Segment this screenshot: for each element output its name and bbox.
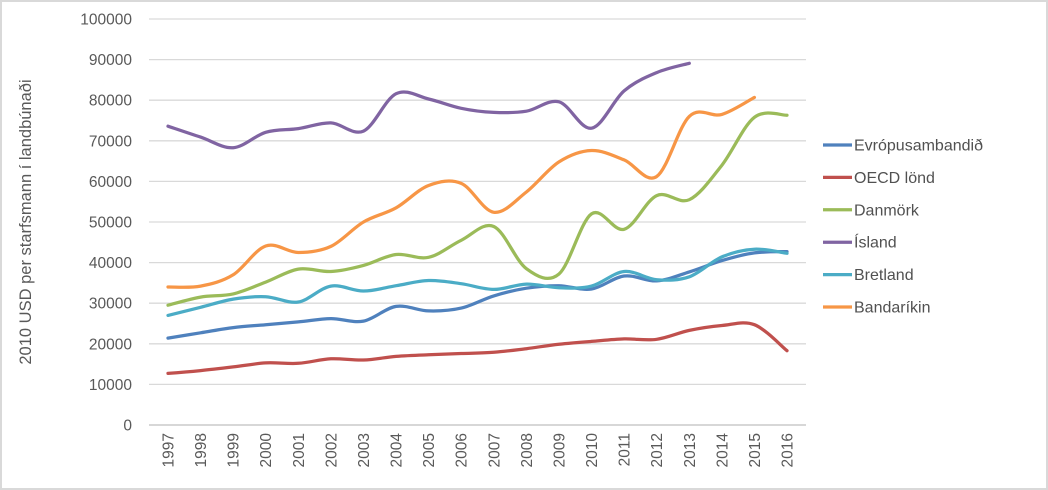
x-tick-label: 2012	[649, 433, 666, 467]
legend-label: Danmörk	[854, 202, 920, 219]
y-tick-label: 90000	[89, 52, 132, 69]
series-line-oecd-lönd	[166, 321, 789, 376]
series-line-bretland	[166, 247, 789, 318]
series-line-bandaríkin	[166, 95, 757, 289]
x-tick-label: 1998	[193, 433, 210, 467]
x-tick-label: 2008	[519, 433, 536, 467]
x-tick-label: 2005	[421, 433, 438, 467]
x-axis-tick-labels: 1997 1998 1999 2000 2001 2002 2003 2004 2005 2006…	[161, 433, 797, 468]
legend-label: Ísland	[854, 233, 897, 252]
legend-label: Bandaríkin	[854, 300, 931, 317]
x-tick-label: 2016	[780, 433, 797, 467]
legend-label: Bretland	[854, 267, 914, 284]
y-axis-title: 2010 USD per starfsmann í landbúnaði	[17, 79, 35, 364]
legend-item: Danmörk	[823, 202, 920, 219]
x-tick-label: 2010	[584, 433, 601, 468]
x-tick-label: 1997	[161, 433, 178, 467]
x-tick-label: 2014	[714, 433, 731, 468]
legend-item: Evrópusambandið	[823, 138, 983, 155]
y-tick-label: 30000	[89, 296, 132, 313]
y-tick-label: 100000	[80, 12, 132, 29]
x-tick-label: 2007	[486, 433, 503, 467]
x-tick-label: 2004	[389, 433, 406, 468]
legend-item: Bandaríkin	[823, 300, 931, 317]
x-tick-label: 2002	[323, 433, 340, 467]
legend-item: Ísland	[823, 233, 897, 252]
x-tick-label: 2001	[291, 433, 308, 467]
y-axis-tick-labels: 0 10000 20000 30000 40000 50000 60000 70000 8000…	[80, 12, 132, 435]
gridlines	[149, 18, 806, 426]
legend-label: Evrópusambandið	[854, 138, 983, 155]
legend-item: Bretland	[823, 267, 914, 284]
series-line-danmörk	[166, 111, 789, 307]
series-lines	[166, 61, 789, 376]
y-tick-label: 50000	[89, 215, 132, 232]
series-line-ísland	[166, 61, 691, 150]
legend-item: OECD lönd	[823, 170, 935, 187]
y-tick-label: 80000	[89, 93, 132, 110]
legend-label: OECD lönd	[854, 170, 935, 187]
x-tick-label: 2011	[617, 433, 634, 466]
y-tick-label: 10000	[89, 377, 132, 394]
y-tick-label: 70000	[89, 133, 132, 150]
x-tick-label: 1999	[226, 433, 243, 467]
legend: Evrópusambandið OECD lönd Danmörk Ísland Bre…	[823, 138, 983, 317]
x-tick-label: 2013	[682, 433, 699, 467]
series-line-evrópusambandið	[166, 249, 789, 340]
x-tick-label: 2006	[454, 433, 471, 467]
x-tick-label: 2000	[258, 433, 275, 468]
y-tick-label: 0	[123, 418, 132, 435]
x-tick-label: 2009	[551, 433, 568, 467]
x-tick-label: 2015	[747, 433, 764, 467]
y-tick-label: 20000	[89, 336, 132, 353]
y-tick-label: 40000	[89, 255, 132, 272]
y-tick-label: 60000	[89, 174, 132, 191]
x-tick-label: 2003	[356, 433, 373, 467]
